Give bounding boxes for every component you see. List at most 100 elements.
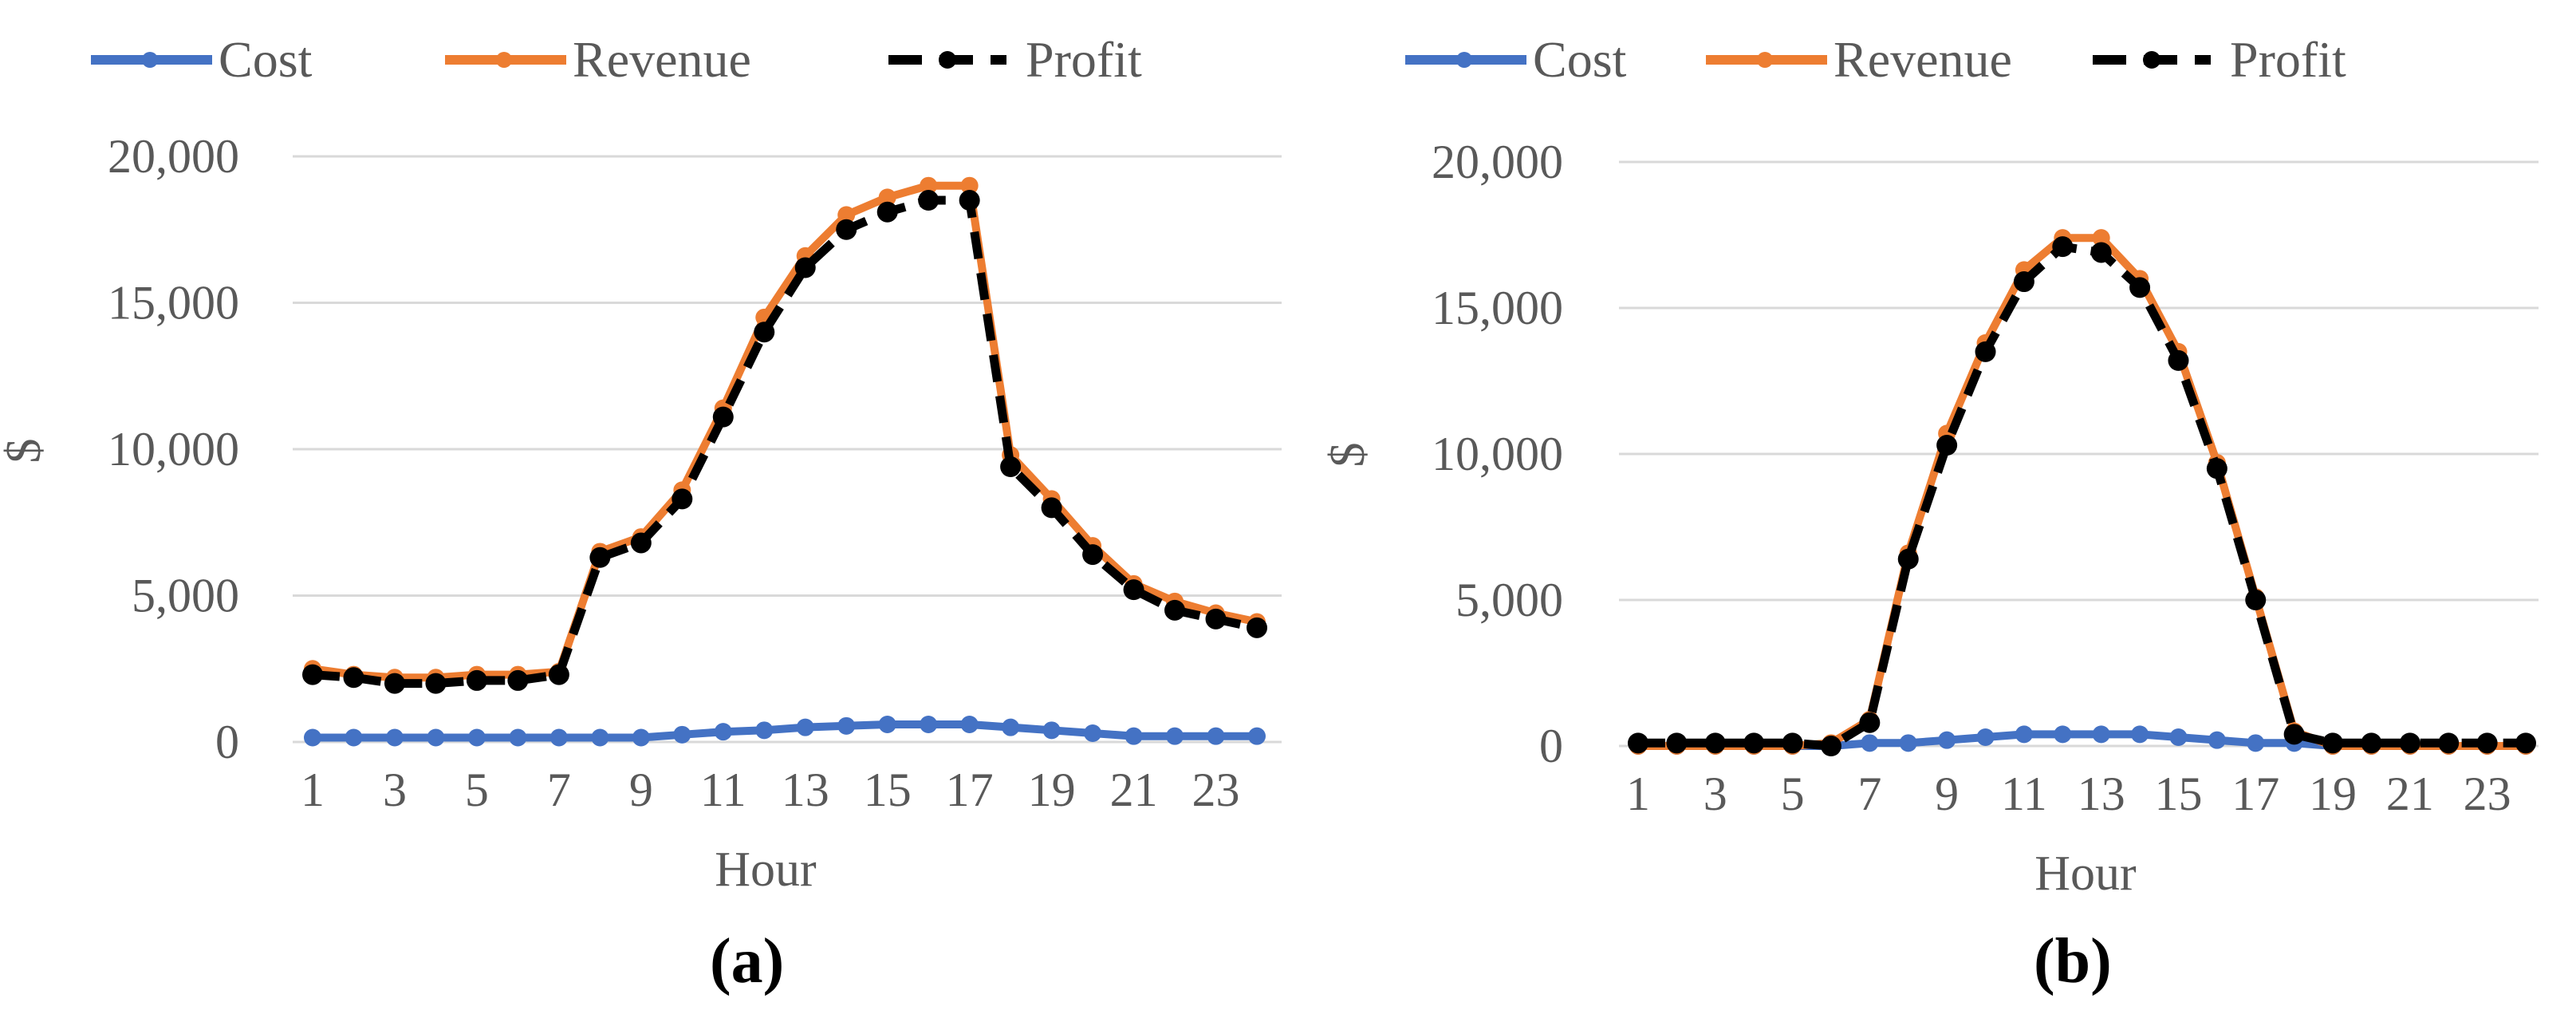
data-point-cost [960, 715, 979, 733]
data-point-cost [591, 728, 609, 747]
x-tick-label: 21 [2386, 768, 2434, 820]
legend-item-revenue: Revenue [1704, 24, 2012, 96]
data-point-profit [2013, 271, 2034, 293]
y-tick-label: 20,000 [108, 130, 239, 183]
data-point-profit [2438, 732, 2460, 754]
revenue-line-marker-icon [445, 52, 566, 68]
profit-dashed-marker-icon [888, 51, 1006, 69]
data-point-revenue [2092, 229, 2110, 247]
data-point-profit [1936, 435, 1958, 456]
cost-line-marker-icon [1405, 52, 1526, 68]
data-point-cost [878, 715, 896, 733]
legend-b: Cost Revenue Profit [1288, 24, 2576, 96]
x-tick-label: 5 [1781, 768, 1805, 820]
data-point-cost [920, 715, 938, 733]
data-point-profit [507, 669, 529, 691]
data-point-profit [1247, 617, 1267, 638]
legend-label-profit: Profit [1026, 31, 1142, 88]
legend-label-revenue: Revenue [573, 31, 751, 88]
data-point-profit [343, 667, 364, 689]
data-point-profit [712, 406, 734, 428]
x-tick-label: 21 [1110, 764, 1158, 816]
data-point-cost [2208, 731, 2226, 749]
data-point-cost [2131, 725, 2149, 744]
data-point-profit [1859, 712, 1881, 733]
data-point-cost [1166, 727, 1184, 745]
data-point-cost [1125, 727, 1143, 745]
data-point-profit [2206, 458, 2227, 480]
data-point-cost [837, 716, 856, 735]
data-point-profit [2515, 732, 2536, 754]
legend-label-cost: Cost [1533, 31, 1627, 88]
legend-item-cost: Cost [1404, 24, 1626, 96]
series-line-cost [313, 720, 1257, 742]
data-point-profit [876, 201, 898, 223]
data-point-profit [302, 664, 323, 685]
data-point-cost [549, 728, 568, 747]
data-point-cost [1938, 731, 1956, 749]
y-tick-label: 5,000 [132, 570, 239, 622]
data-point-cost [2092, 725, 2110, 744]
panel-label-b: (b) [2034, 926, 2112, 997]
data-point-cost [2247, 734, 2265, 752]
x-tick-label: 3 [1704, 768, 1727, 820]
x-tick-label: 17 [2231, 768, 2279, 820]
profit-dashed-marker-icon [2093, 51, 2211, 69]
data-point-profit [1000, 456, 1022, 478]
panel-label-a: (a) [710, 926, 785, 997]
data-point-revenue [878, 188, 896, 207]
data-point-cost [509, 728, 527, 747]
y-tick-label: 20,000 [1432, 136, 1563, 188]
data-point-profit [548, 664, 569, 685]
data-point-profit [589, 547, 611, 568]
data-point-profit [2129, 277, 2151, 298]
x-tick-label: 3 [383, 764, 407, 816]
data-point-cost [673, 725, 691, 744]
series-line-profit [1638, 242, 2526, 751]
chart-panel-a: Cost Revenue Profit 0 5,000 10,000 15,000 20… [0, 24, 1288, 997]
data-point-profit [2168, 349, 2189, 371]
data-point-profit [959, 190, 980, 211]
x-tick-label: 1 [301, 764, 325, 816]
data-point-cost [2169, 728, 2188, 747]
x-axis-title: Hour [715, 843, 817, 897]
x-tick-label: 13 [782, 764, 829, 816]
data-point-profit [2090, 242, 2112, 263]
data-point-profit [918, 190, 939, 211]
data-point-profit [1743, 732, 1765, 754]
data-point-cost [304, 728, 321, 747]
data-point-cost [2054, 725, 2072, 744]
x-tick-label: 9 [1935, 768, 1959, 820]
data-point-revenue [960, 176, 979, 195]
x-tick-label: 11 [2001, 768, 2047, 820]
x-tick-label: 7 [1857, 768, 1881, 820]
y-tick-label: 10,000 [108, 423, 239, 476]
data-point-cost [2015, 725, 2033, 744]
data-point-cost [1084, 724, 1102, 742]
y-tick-label: 0 [1539, 720, 1563, 772]
y-axis-title: $ [1321, 443, 1375, 468]
data-point-cost [796, 718, 814, 736]
data-point-profit [1782, 732, 1803, 754]
legend-a: Cost Revenue Profit [0, 24, 1288, 96]
data-point-profit [1897, 548, 1919, 570]
data-point-profit [2283, 724, 2305, 745]
y-tick-label: 15,000 [108, 277, 239, 330]
data-point-profit [630, 532, 652, 554]
x-tick-label: 11 [700, 764, 746, 816]
x-tick-label: 23 [1192, 764, 1240, 816]
data-point-cost [1042, 721, 1061, 740]
data-point-profit [384, 673, 405, 694]
data-point-profit [1041, 497, 1062, 519]
y-tick-label: 0 [215, 716, 239, 768]
data-point-profit [1205, 608, 1227, 629]
y-tick-label: 15,000 [1432, 282, 1563, 334]
x-tick-label: 1 [1626, 768, 1650, 820]
data-point-cost [1899, 734, 1917, 752]
y-tick-label: 10,000 [1432, 428, 1563, 480]
x-tick-label: 19 [1028, 764, 1076, 816]
x-axis-title: Hour [2034, 847, 2137, 901]
cost-line-marker-icon [91, 52, 212, 68]
data-point-revenue [920, 176, 938, 195]
data-point-cost [1248, 727, 1266, 745]
